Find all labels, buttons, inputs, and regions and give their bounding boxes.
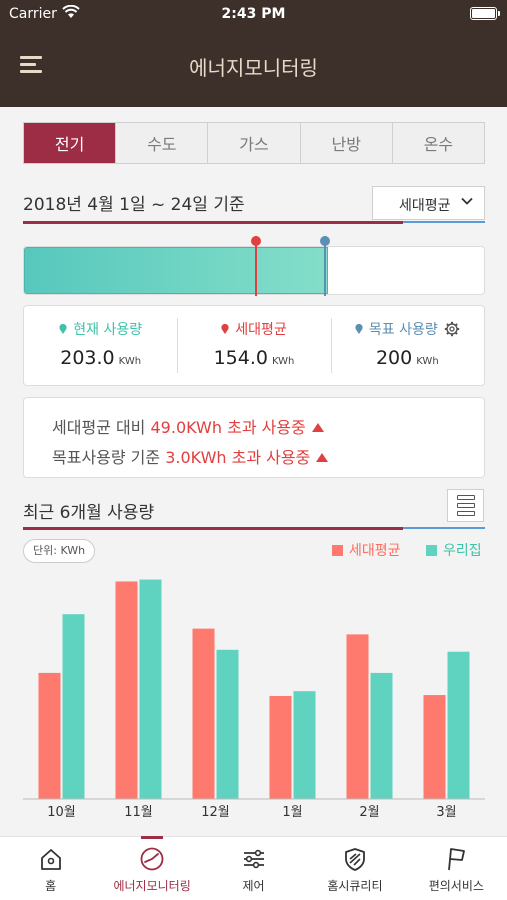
legend-ours-label: 우리집 [443,543,482,559]
legend-average-label: 세대평균 [349,543,401,559]
bar-ours [62,614,85,799]
stat-target-unit: KWh [416,356,439,367]
bar-average [423,695,446,799]
bar-ours [447,651,470,799]
stat-current-label: 현재 사용량 [73,322,143,338]
comparison-select-value: 세대평균 [399,198,451,214]
gear-icon[interactable] [444,321,460,337]
comparison-target-prefix: 목표사용량 기준 [52,448,166,467]
comparison-target-row: 목표사용량 기준 3.0KWh 초과 사용중 [52,444,329,468]
recent-divider-accent [403,527,485,529]
location-pin-icon [221,324,229,334]
nav-control-label: 제어 [242,879,265,893]
bar-average [38,672,61,799]
menu-icon[interactable] [20,54,44,76]
tab-gas[interactable]: 가스 [207,123,299,163]
nav-energy-monitoring[interactable]: 에너지모니터링 [101,836,202,900]
comparison-average-value: 49.0KWh 초과 사용중 [150,418,306,437]
usage-stats: 현재 사용량 203.0 KWh 세대평균 154.0 KWh 목표 사용량 [23,305,485,386]
nav-home-security[interactable]: 홈시큐리티 [304,837,405,900]
bar-ours [139,579,162,799]
battery-icon [470,7,500,20]
nav-home-security-label: 홈시큐리티 [327,879,383,893]
x-tick-label: 11월 [124,805,153,820]
stat-average-label: 세대평균 [235,322,287,338]
average-marker-dot [250,236,261,246]
stat-average-unit: KWh [271,356,295,367]
comparison-box: 세대평균 대비 49.0KWh 초과 사용중 목표사용량 기준 3.0KWh 초… [23,397,485,478]
sliders-icon [243,849,264,869]
home-icon [40,849,61,870]
usage-progress-bar [23,236,485,296]
status-bar: Carrier 2:43 PM [0,0,507,30]
stat-current-unit: KWh [118,356,142,367]
gauge-icon [140,847,164,871]
average-marker [250,236,261,296]
period-label: 2018년 4월 1일 ~ 24일 기준 [23,195,245,215]
location-pin-icon [59,324,67,334]
bar-ours [293,691,316,799]
target-marker-dot [319,236,330,246]
section-divider [23,221,403,224]
stat-target-label: 목표 사용량 [368,322,438,338]
chevron-down-icon [461,197,473,205]
carrier-label: Carrier [9,6,57,22]
up-arrow-icon [311,423,324,432]
nav-convenience-label: 편의서비스 [428,879,484,893]
bar-ours [370,672,393,799]
nav-control[interactable]: 제어 [203,837,304,900]
recent-divider [23,527,403,530]
x-tick-label: 2월 [359,805,379,820]
app-bar: 에너지모니터링 [0,30,507,107]
stat-target-value: 200 [375,347,413,369]
wifi-icon [62,5,80,18]
bar-average [269,696,292,799]
stat-current: 현재 사용량 203.0 KWh [24,306,177,385]
bar-average [346,634,369,799]
up-arrow-icon [316,453,329,462]
bar-ours [216,649,239,799]
flag-icon [448,848,466,871]
bar-average [192,628,215,799]
bar-average [115,581,138,799]
location-pin-icon [355,324,363,334]
x-tick-label: 1월 [282,805,302,820]
clock: 2:43 PM [221,6,286,22]
comparison-average-prefix: 세대평균 대비 [52,418,151,437]
legend-ours-swatch [426,544,437,556]
bottom-nav: 홈 에너지모니터링 제어 홈시큐리티 편의서비스 [0,836,507,900]
nav-home-label: 홈 [45,879,57,893]
usage-progress-fill [24,247,329,294]
comparison-select[interactable]: 세대평균 [372,186,485,220]
utility-tabs: 전기 수도 가스 난방 온수 [23,122,485,164]
stat-current-value: 203.0 [60,347,115,369]
unit-badge: 단위: KWh [23,539,96,563]
x-tick-label: 10월 [47,805,76,820]
section-divider-accent [403,221,485,223]
comparison-target-value: 3.0KWh 초과 사용중 [165,448,311,467]
list-view-button[interactable] [447,489,484,522]
nav-home[interactable]: 홈 [0,837,101,900]
tab-electricity[interactable]: 전기 [24,123,116,163]
legend-average-swatch [332,544,343,556]
stat-target: 목표 사용량 200 KWh [330,306,484,385]
x-tick-label: 3월 [436,805,456,820]
legend-average: 세대평균 [332,540,401,560]
shield-icon [345,848,365,871]
stat-average: 세대평균 154.0 KWh [177,306,330,385]
legend-ours: 우리집 [426,540,482,560]
nav-energy-monitoring-label: 에너지모니터링 [113,879,191,893]
target-marker [319,236,330,296]
tab-hot-water[interactable]: 온수 [391,123,484,163]
nav-convenience[interactable]: 편의서비스 [406,837,507,900]
x-tick-label: 12월 [201,805,230,820]
monthly-usage-chart: 10월 11월 12월 1월 2월 3월 [23,579,485,820]
page-title: 에너지모니터링 [189,56,318,80]
stat-average-value: 154.0 [213,347,268,369]
tab-water[interactable]: 수도 [115,123,207,163]
comparison-average-row: 세대평균 대비 49.0KWh 초과 사용중 [52,414,324,438]
recent-usage-title: 최근 6개월 사용량 [23,503,155,523]
tab-heating[interactable]: 난방 [299,123,392,163]
